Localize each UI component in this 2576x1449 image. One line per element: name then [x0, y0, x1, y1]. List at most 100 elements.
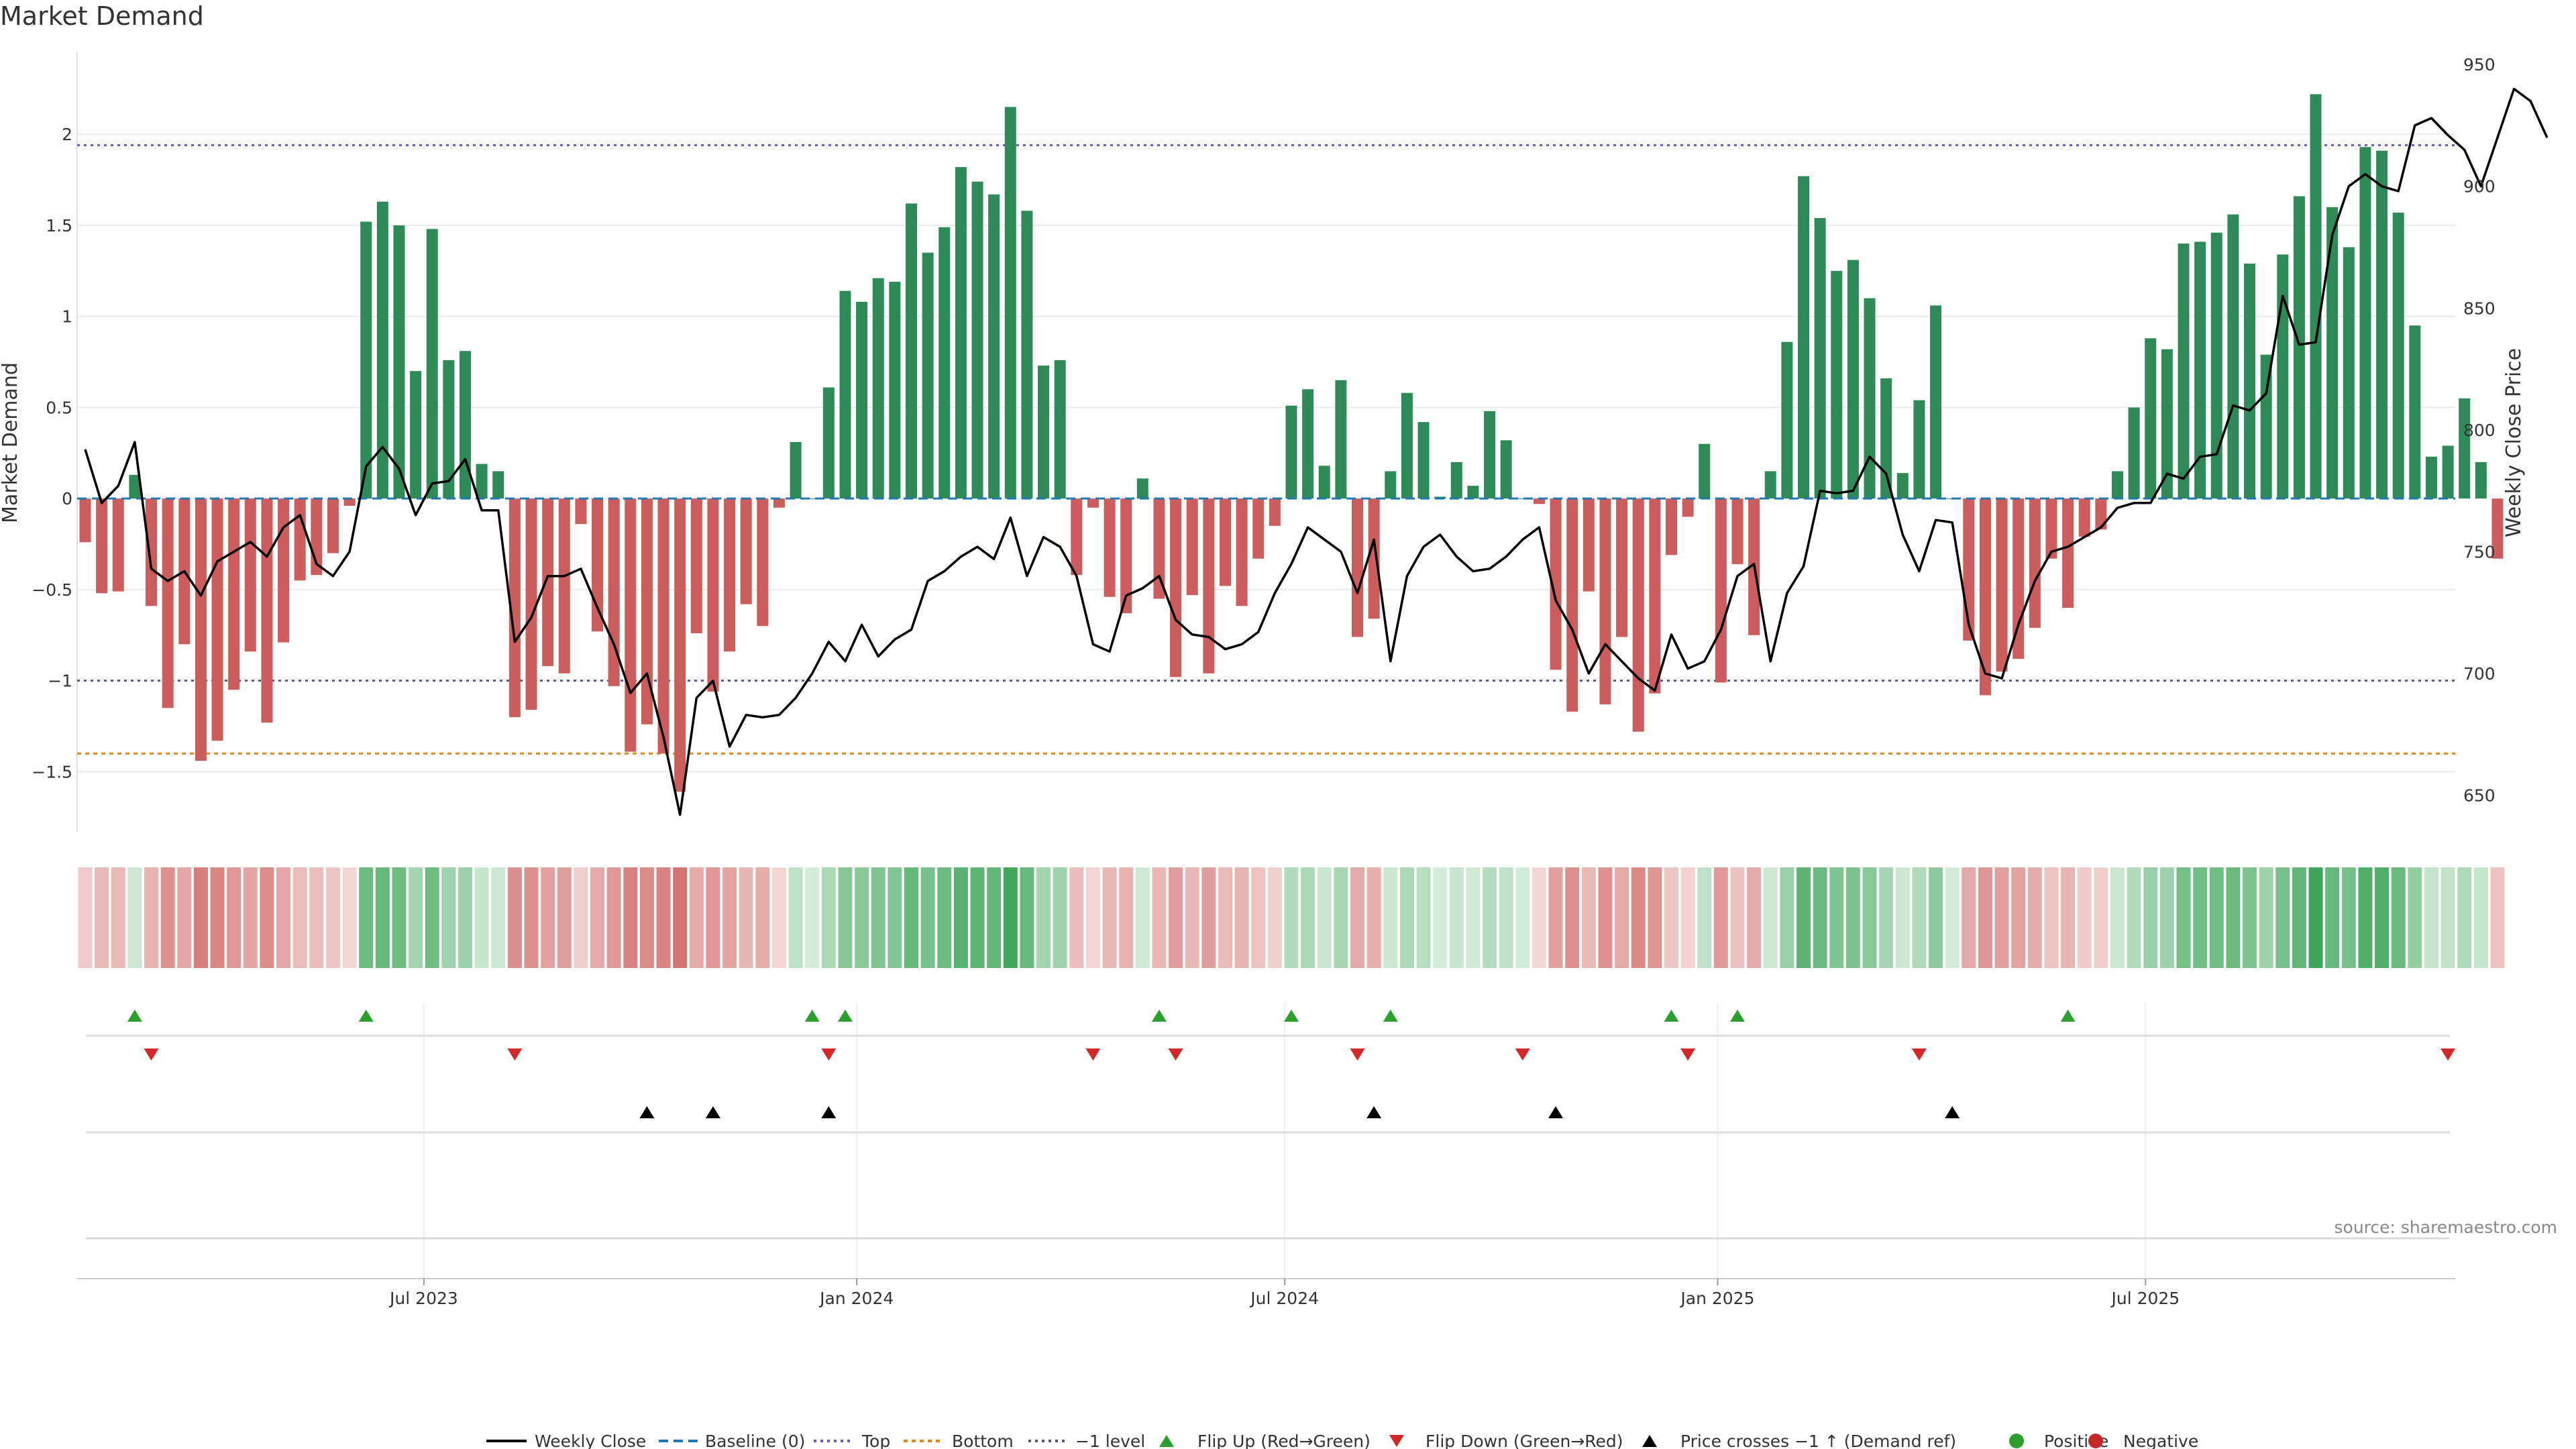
flip-up-marker — [837, 1010, 853, 1022]
demand-bar-positive — [376, 201, 388, 499]
heat-cell — [2391, 867, 2406, 968]
demand-bar-negative — [1120, 498, 1132, 614]
demand-bar-positive — [2227, 214, 2239, 499]
demand-bar-negative — [1979, 498, 1991, 696]
heat-cell — [1169, 867, 1183, 968]
demand-bar-negative — [1071, 498, 1083, 576]
demand-bar-negative — [1632, 498, 1644, 732]
y2-tick-label: 850 — [2463, 299, 2496, 318]
heat-cell — [1399, 867, 1414, 968]
heat-cell — [1929, 867, 1943, 968]
demand-bar-positive — [1004, 107, 1016, 499]
heat-cell — [2011, 867, 2026, 968]
demand-bar-positive — [889, 282, 901, 499]
demand-bar-positive — [1880, 378, 1892, 499]
heat-cell — [673, 867, 688, 968]
heat-cell — [2275, 867, 2290, 968]
flip-down-marker — [821, 1049, 837, 1061]
heat-cell — [392, 867, 407, 968]
heat-cell — [111, 867, 125, 968]
heat-cell — [2358, 867, 2373, 968]
demand-bar-positive — [1517, 498, 1529, 500]
heat-cell — [821, 867, 836, 968]
heat-cell — [2424, 867, 2438, 968]
demand-bar-negative — [1533, 498, 1545, 504]
heat-cell — [606, 867, 621, 968]
demand-bar-positive — [1930, 305, 1942, 499]
heat-cell — [1350, 867, 1365, 968]
demand-bar-positive — [2260, 354, 2272, 499]
heat-cell — [210, 867, 225, 968]
heat-cell — [342, 867, 357, 968]
flip-down-marker — [1515, 1049, 1530, 1061]
heat-cell — [574, 867, 588, 968]
heat-cell — [722, 867, 737, 968]
demand-bar-negative — [740, 498, 752, 604]
heat-cell — [1581, 867, 1596, 968]
heat-cell — [78, 867, 93, 968]
heat-cell — [144, 867, 159, 968]
heat-cell — [425, 867, 439, 968]
demand-bar-negative — [1550, 498, 1562, 670]
demand-bar-negative — [558, 498, 570, 674]
demand-bar-negative — [1153, 498, 1165, 599]
heat-cell — [871, 867, 885, 968]
heat-cell — [2259, 867, 2273, 968]
demand-bar-positive — [129, 474, 141, 499]
demand-bar-negative — [641, 498, 653, 724]
flip-down-marker — [1911, 1049, 1927, 1061]
demand-bar-negative — [707, 498, 719, 692]
heat-cell — [1135, 867, 1150, 968]
y2-tick-label: 800 — [2463, 421, 2496, 440]
heat-cell — [2308, 867, 2323, 968]
heat-cell — [1218, 867, 1232, 968]
heat-cell — [541, 867, 555, 968]
demand-bar-positive — [971, 181, 983, 499]
demand-bar-negative — [1649, 498, 1661, 694]
heat-cell — [1251, 867, 1266, 968]
demand-bar-positive — [459, 351, 471, 499]
heat-cell — [937, 867, 952, 968]
heat-cell — [805, 867, 820, 968]
demand-bar-positive — [2293, 196, 2305, 499]
y-tick-label: 0.5 — [46, 398, 72, 417]
heat-cell — [309, 867, 324, 968]
demand-bar-positive — [2392, 212, 2404, 499]
demand-bar-positive — [2310, 94, 2322, 499]
demand-bar-positive — [2111, 471, 2123, 499]
heat-cell — [2143, 867, 2158, 968]
heat-cell — [2440, 867, 2455, 968]
demand-bar-negative — [674, 498, 686, 792]
demand-bar-positive — [1864, 298, 1876, 499]
flip-up-marker — [1730, 1010, 1745, 1022]
demand-bar-positive — [410, 371, 422, 499]
flip-down-marker — [2440, 1049, 2456, 1061]
x-tick-label: Jul 2023 — [388, 1289, 458, 1308]
demand-bar-negative — [724, 498, 736, 652]
heat-cell — [193, 867, 208, 968]
heat-cell — [491, 867, 506, 968]
heat-cell — [1680, 867, 1695, 968]
heat-cell — [755, 867, 770, 968]
heat-cell — [1036, 867, 1051, 968]
legend-label: Baseline (0) — [705, 1432, 805, 1449]
demand-bar-negative — [1731, 498, 1743, 564]
y-tick-label: 1.5 — [46, 216, 72, 235]
demand-bar-positive — [1699, 443, 1711, 499]
heat-cell — [160, 867, 175, 968]
demand-bar-positive — [806, 498, 818, 500]
demand-bar-positive — [1500, 440, 1512, 499]
flip-down-marker — [1085, 1049, 1101, 1061]
demand-bar-positive — [2425, 456, 2437, 499]
heat-cell — [788, 867, 803, 968]
demand-bar-negative — [690, 498, 702, 634]
heat-cell — [1978, 867, 1992, 968]
heat-cell — [2159, 867, 2174, 968]
demand-bar-negative — [1104, 498, 1116, 597]
heat-cell — [260, 867, 274, 968]
price-cross-marker — [821, 1106, 837, 1118]
y-axis-title: Market Demand — [0, 362, 22, 523]
heat-cell — [127, 867, 142, 968]
demand-bar-negative — [112, 498, 124, 592]
flip-down-marker — [1350, 1049, 1365, 1061]
